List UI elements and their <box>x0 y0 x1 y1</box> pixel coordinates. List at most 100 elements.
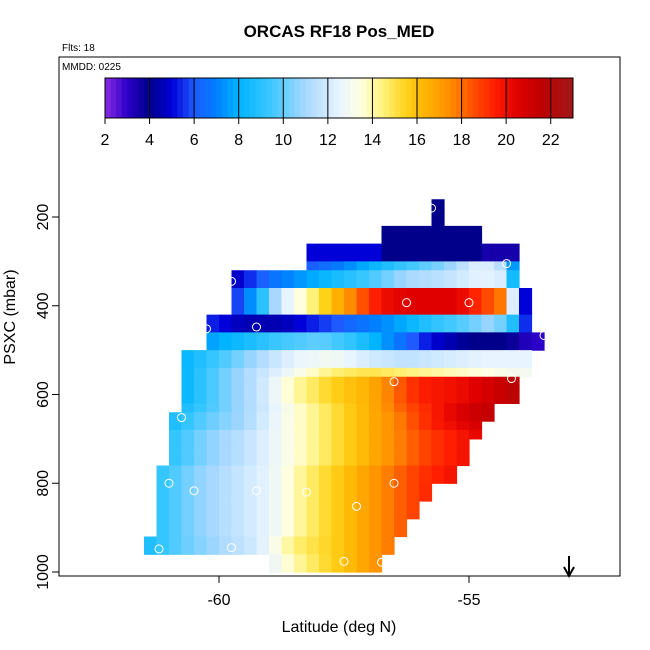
heat-cell <box>231 438 245 449</box>
heat-cell <box>256 403 270 413</box>
heat-cell <box>419 412 433 422</box>
heat-cell <box>456 305 470 316</box>
heat-cell <box>406 483 420 493</box>
heat-cell <box>219 483 233 493</box>
heat-cell <box>219 421 233 431</box>
heat-cell <box>231 545 245 555</box>
heat-cell <box>219 350 233 360</box>
heat-cell <box>381 305 395 316</box>
heat-cell <box>306 332 320 342</box>
heat-cell <box>331 385 345 396</box>
heat-cell <box>306 554 320 564</box>
heat-cell <box>506 350 520 360</box>
heat-cell <box>319 350 333 360</box>
colorbar-swatch <box>528 78 535 118</box>
heat-cell <box>419 483 433 493</box>
heat-cell <box>244 359 258 369</box>
colorbar-swatch <box>300 78 307 118</box>
heat-cell <box>294 545 308 555</box>
y-tick-label: 600 <box>35 381 52 408</box>
heat-cell <box>244 305 258 316</box>
heat-cell <box>181 438 195 449</box>
sample-markers <box>154 203 549 567</box>
heat-cell <box>194 492 208 502</box>
heat-cell <box>294 376 308 387</box>
heat-cell <box>331 412 345 422</box>
heat-cell <box>394 296 408 307</box>
heat-cell <box>269 323 283 333</box>
heat-cell <box>406 465 420 475</box>
heat-cell <box>194 412 208 422</box>
colorbar-swatch <box>188 78 195 118</box>
heat-cell <box>406 359 420 369</box>
heat-cell <box>294 438 308 449</box>
sample-marker <box>227 276 236 286</box>
heat-cell <box>206 367 220 378</box>
heat-cell <box>419 474 433 484</box>
heat-cell <box>394 509 408 520</box>
heat-cell <box>494 261 508 271</box>
heat-cell <box>331 421 345 431</box>
heat-cell <box>256 341 270 351</box>
heat-cell <box>231 350 245 360</box>
heat-cell <box>319 296 333 307</box>
heat-cell <box>256 509 270 520</box>
heat-cell <box>194 438 208 449</box>
colorbar-swatch <box>511 78 518 118</box>
heat-cell <box>169 412 183 422</box>
heat-cell <box>256 518 270 529</box>
heat-cell <box>319 359 333 369</box>
heat-cell <box>231 305 245 316</box>
heat-cell <box>294 536 308 546</box>
heat-cell <box>344 376 358 387</box>
heat-cell <box>506 376 520 387</box>
heat-cell <box>444 438 458 449</box>
heat-cell <box>306 465 320 475</box>
heat-cell <box>456 359 470 369</box>
colorbar-tick-label: 20 <box>497 132 515 149</box>
heat-cell <box>469 305 483 316</box>
heat-cell <box>306 492 320 502</box>
heat-cell <box>456 234 470 245</box>
heat-cell <box>281 376 295 387</box>
heat-cell <box>331 394 345 404</box>
heat-cell <box>356 314 370 325</box>
colorbar-swatch <box>327 78 334 118</box>
heat-cell <box>281 563 295 573</box>
heat-cell <box>256 288 270 298</box>
heat-cell <box>394 225 408 236</box>
heat-cell <box>244 518 258 529</box>
colorbar-swatch <box>155 78 162 118</box>
heat-cell <box>319 465 333 475</box>
heat-cell <box>456 332 470 342</box>
heat-cell <box>394 359 408 369</box>
heat-cell <box>306 367 320 378</box>
heat-cell <box>406 501 420 511</box>
colorbar-swatch <box>450 78 457 118</box>
colorbar-swatch <box>428 78 435 118</box>
heat-cell <box>169 501 183 511</box>
heat-cell <box>456 394 470 404</box>
heat-cell <box>406 367 420 378</box>
heat-cell <box>394 305 408 316</box>
colorbar-tick-label: 2 <box>101 132 110 149</box>
heat-cell <box>219 456 233 467</box>
heat-cell <box>344 412 358 422</box>
heat-cell <box>319 501 333 511</box>
y-axis-label: PSXC (mbar) <box>2 269 19 364</box>
heat-cell <box>469 234 483 245</box>
heat-cell <box>381 430 395 440</box>
sample-marker <box>389 478 399 488</box>
heat-cell <box>281 456 295 467</box>
heat-cell <box>469 421 483 431</box>
heat-cell <box>506 261 520 271</box>
heat-cell <box>406 474 420 484</box>
heat-cell <box>281 447 295 458</box>
heat-cell <box>419 350 433 360</box>
heat-cell <box>194 483 208 493</box>
heat-cell <box>456 430 470 440</box>
heat-cell <box>306 279 320 289</box>
heat-cell <box>506 305 520 316</box>
colorbar-swatch <box>171 78 178 118</box>
heat-cell <box>344 261 358 271</box>
